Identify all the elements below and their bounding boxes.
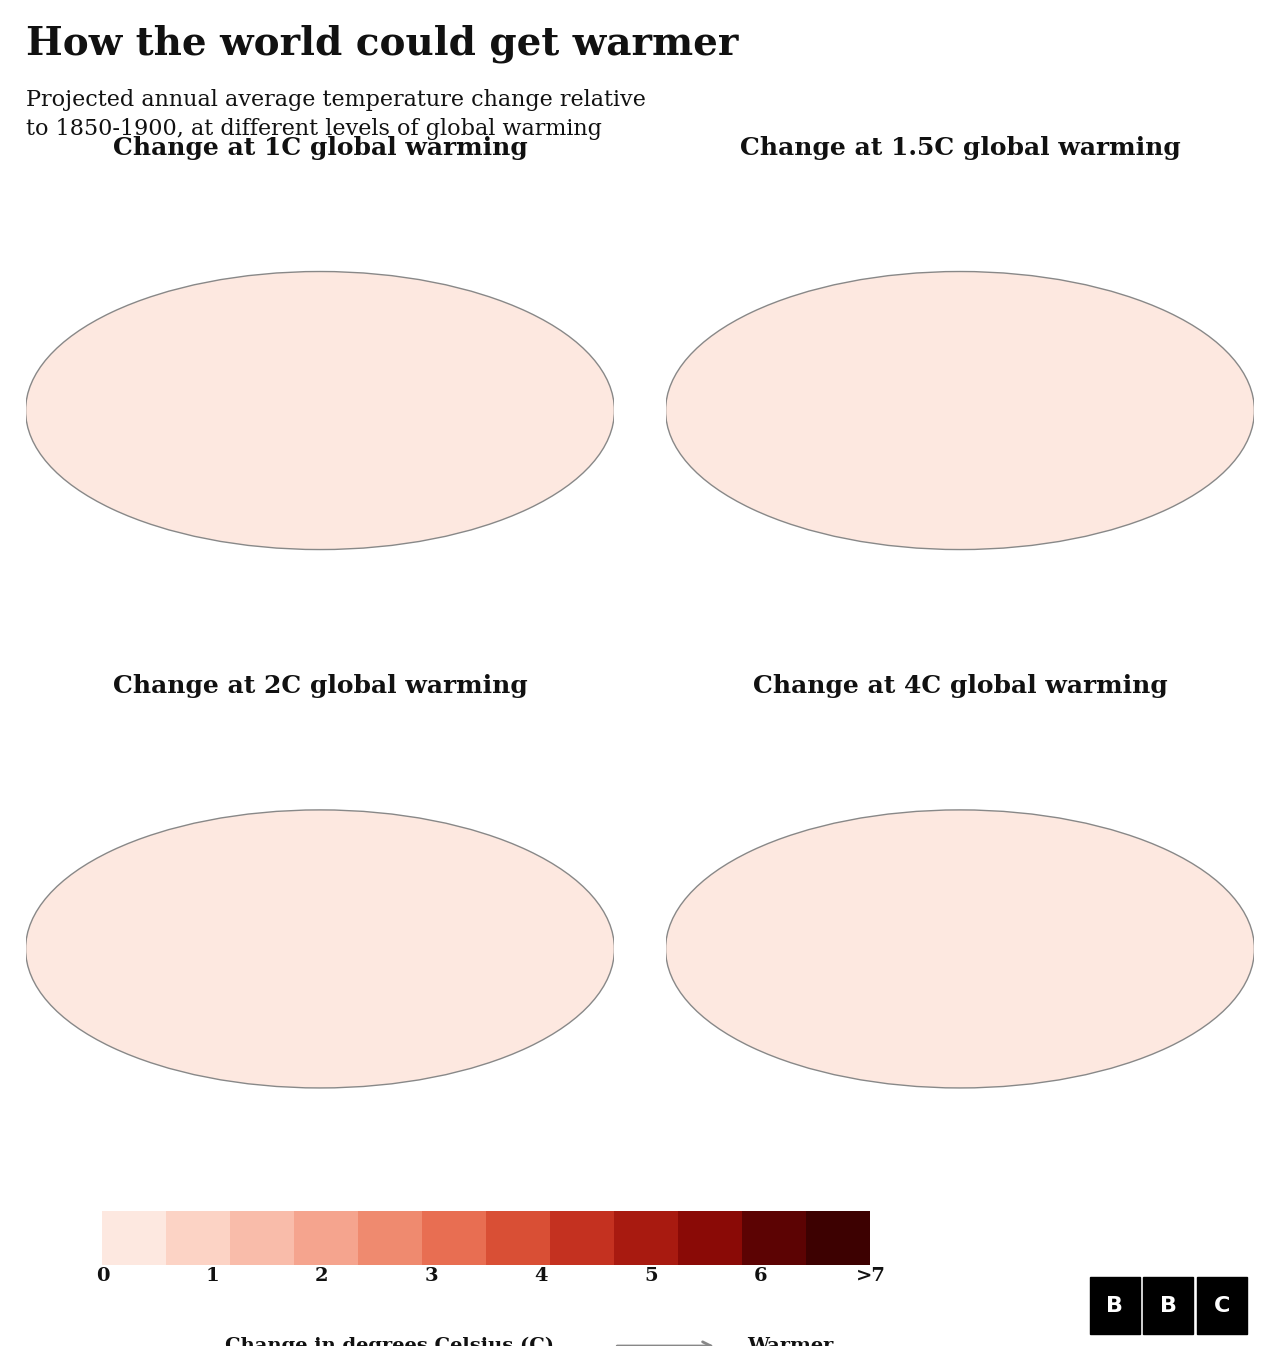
FancyBboxPatch shape <box>1089 1277 1139 1334</box>
Text: Warmer: Warmer <box>748 1337 833 1346</box>
FancyBboxPatch shape <box>614 1211 678 1265</box>
FancyBboxPatch shape <box>550 1211 614 1265</box>
FancyBboxPatch shape <box>806 1211 870 1265</box>
FancyBboxPatch shape <box>166 1211 230 1265</box>
Text: 6: 6 <box>754 1267 768 1285</box>
Text: 1: 1 <box>205 1267 219 1285</box>
Ellipse shape <box>666 272 1254 549</box>
Text: 0: 0 <box>96 1267 109 1285</box>
Text: 5: 5 <box>644 1267 658 1285</box>
FancyBboxPatch shape <box>230 1211 294 1265</box>
FancyBboxPatch shape <box>1197 1277 1247 1334</box>
Text: B: B <box>1160 1296 1176 1315</box>
Ellipse shape <box>666 810 1254 1088</box>
Text: Change at 1.5C global warming: Change at 1.5C global warming <box>740 136 1180 160</box>
FancyBboxPatch shape <box>678 1211 742 1265</box>
FancyBboxPatch shape <box>102 1211 166 1265</box>
Text: Change in degrees Celsius (C): Change in degrees Celsius (C) <box>225 1337 554 1346</box>
Text: Change at 1C global warming: Change at 1C global warming <box>113 136 527 160</box>
Text: How the world could get warmer: How the world could get warmer <box>26 24 739 63</box>
Text: 3: 3 <box>425 1267 438 1285</box>
Text: Change at 2C global warming: Change at 2C global warming <box>113 674 527 699</box>
Text: Projected annual average temperature change relative
to 1850-1900, at different : Projected annual average temperature cha… <box>26 89 645 140</box>
Text: 4: 4 <box>535 1267 548 1285</box>
FancyBboxPatch shape <box>294 1211 358 1265</box>
FancyBboxPatch shape <box>1143 1277 1193 1334</box>
Ellipse shape <box>26 810 614 1088</box>
Text: B: B <box>1106 1296 1123 1315</box>
FancyArrowPatch shape <box>617 1342 710 1346</box>
FancyBboxPatch shape <box>486 1211 550 1265</box>
FancyBboxPatch shape <box>422 1211 486 1265</box>
Text: C: C <box>1213 1296 1230 1315</box>
Text: Change at 4C global warming: Change at 4C global warming <box>753 674 1167 699</box>
Text: 2: 2 <box>315 1267 329 1285</box>
FancyBboxPatch shape <box>358 1211 422 1265</box>
Ellipse shape <box>26 272 614 549</box>
FancyBboxPatch shape <box>742 1211 806 1265</box>
Text: >7: >7 <box>855 1267 886 1285</box>
